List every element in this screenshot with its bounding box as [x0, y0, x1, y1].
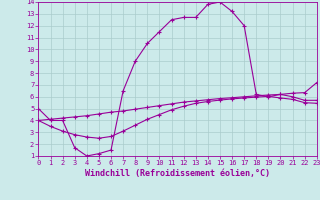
X-axis label: Windchill (Refroidissement éolien,°C): Windchill (Refroidissement éolien,°C) — [85, 169, 270, 178]
